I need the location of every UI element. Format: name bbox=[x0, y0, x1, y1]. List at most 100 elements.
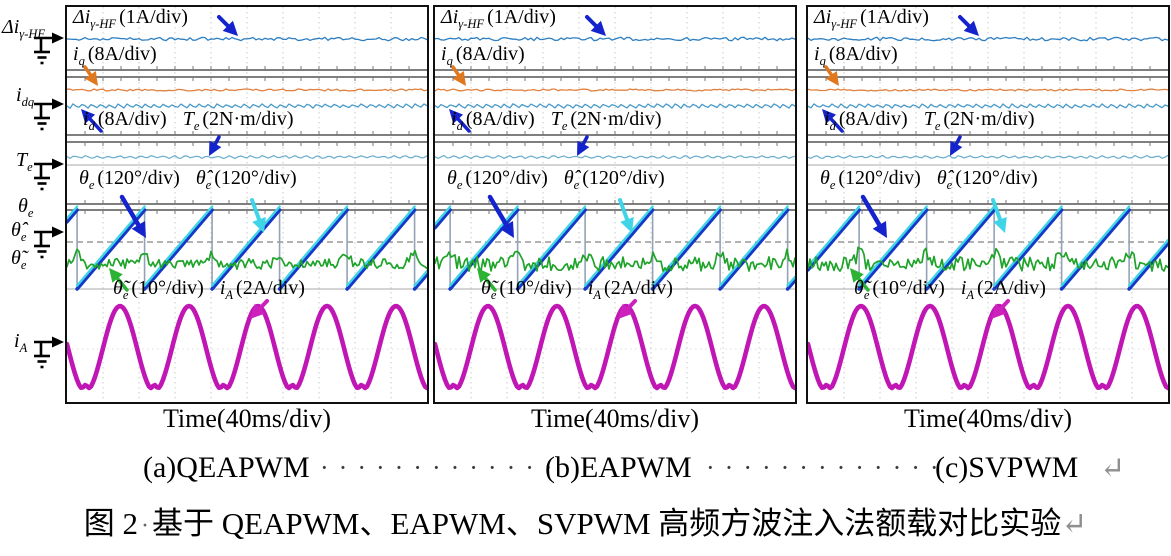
trace-sub: e bbox=[573, 178, 580, 192]
axis-label-theta-e-hat: θ̂e bbox=[11, 219, 27, 244]
trace-theta-e bbox=[992, 208, 1064, 291]
trace-scale: (8A/div) bbox=[828, 43, 898, 65]
i-d-arrow bbox=[449, 109, 471, 133]
i-A-arrow bbox=[991, 299, 1010, 319]
trace-sub: d bbox=[829, 119, 836, 133]
trace-theta-e bbox=[412, 272, 427, 291]
trace-label-i-q: iq (8A/div) bbox=[814, 43, 898, 68]
trace-theta-e-hat bbox=[925, 205, 996, 287]
axis-label-theta-e-tilde: θ̃e bbox=[11, 247, 26, 271]
trace-var: i bbox=[83, 108, 89, 130]
T-e-arrow bbox=[950, 135, 963, 156]
axis-sub: e bbox=[27, 206, 34, 220]
trace-sub: e bbox=[946, 178, 953, 192]
axis-label-i-dq: idq bbox=[16, 84, 34, 108]
theta-e-arrow bbox=[860, 194, 887, 238]
T-e-arrow bbox=[209, 135, 222, 156]
trace-scale: (2N·m/div) bbox=[202, 108, 294, 130]
waveform-canvas bbox=[808, 7, 1168, 402]
theta-e-arrow bbox=[119, 194, 146, 238]
axis-sub: e bbox=[20, 230, 27, 244]
trace-sub: e bbox=[863, 288, 870, 302]
figure-caption: 图 2 ·基于 QEAPWM、EAPWM、SVPWM 高频方波注入法额载对比实验↵ bbox=[0, 498, 1171, 543]
trace-var: Δi bbox=[814, 6, 832, 28]
trace-theta-e bbox=[785, 278, 795, 291]
trace-theta-e bbox=[210, 208, 282, 291]
trace-scale: (1A/div) bbox=[860, 6, 929, 28]
trace-sub: A bbox=[593, 288, 602, 302]
trace-theta-e bbox=[857, 208, 929, 291]
trace-sub: A bbox=[225, 288, 234, 302]
trace-var: i bbox=[451, 108, 457, 130]
trace-theta-e bbox=[75, 208, 147, 291]
line-break-mark: ↵ bbox=[1100, 452, 1126, 485]
trace-scale: (120°/div) bbox=[214, 167, 297, 189]
trace-scale: (120°/div) bbox=[955, 167, 1038, 189]
trace-theta-e bbox=[435, 208, 452, 230]
axis-sub: e bbox=[27, 160, 33, 174]
trace-label-theta-e-hat: θ̂e (120°/div) bbox=[937, 167, 1038, 192]
trace-theta-e-hat bbox=[210, 205, 281, 287]
ground-symbol-icon bbox=[34, 158, 64, 191]
trace-sub: d bbox=[88, 119, 95, 133]
trace-label-i-d: id (8A/div) bbox=[451, 108, 535, 133]
trace-label-tilde-iA: θ̃e (10°/div) iA (2A/div) bbox=[113, 277, 305, 302]
theta-e-tilde-arrow bbox=[477, 268, 497, 292]
axis-var: Δi bbox=[2, 16, 20, 38]
trace-i-A bbox=[67, 303, 427, 391]
trace-T-e bbox=[435, 154, 795, 160]
trace-T-e bbox=[808, 154, 1168, 159]
trace-scale: (1A/div) bbox=[119, 6, 188, 28]
axis-var: T bbox=[16, 149, 28, 171]
trace-label-i-q: iq (8A/div) bbox=[73, 44, 157, 68]
trace-label-theta-pair: θe (120°/div) θ̂e (120°/div) bbox=[79, 167, 297, 192]
trace-label-theta-e: θe (120°/div) bbox=[447, 167, 548, 192]
ground-symbol-icon bbox=[34, 32, 64, 65]
trace-label-theta-e: θe (120°/div) bbox=[79, 168, 180, 192]
trace-label-i-A: iA (2A/div) bbox=[960, 277, 1046, 302]
trace-scale: (8A/div) bbox=[455, 43, 525, 65]
trace-label-i-d-T-e: id (8A/div) Te (2N·m/div) bbox=[824, 108, 1035, 133]
delta-i-arrow bbox=[217, 15, 238, 36]
trace-sub: q bbox=[446, 54, 453, 68]
trace-theta-e-hat bbox=[992, 205, 1063, 287]
trace-T-e bbox=[67, 155, 427, 159]
trace-scale: (8A/div) bbox=[838, 108, 908, 130]
trace-theta-e-hat bbox=[278, 205, 349, 287]
trace-theta-e-hat bbox=[651, 205, 722, 287]
trace-i-q bbox=[435, 88, 795, 92]
scope-panel-qeapwm: Δiγ-HF (1A/div) iq (8A/div) id (8A/div) Te (2… bbox=[65, 5, 429, 433]
trace-sub: q bbox=[819, 54, 826, 68]
trace-var: θ bbox=[447, 167, 457, 189]
trace-theta-e bbox=[583, 208, 655, 291]
scope-panel-svpwm: Δiγ-HF (1A/div) iq (8A/div) id (8A/div) Te (2… bbox=[806, 5, 1170, 433]
trace-label-theta-e-hat: θ̂e (120°/div) bbox=[196, 167, 297, 192]
i-d-arrow bbox=[822, 109, 844, 133]
trace-sub: γ-HF bbox=[458, 17, 485, 31]
trace-scale: (2N·m/div) bbox=[943, 108, 1035, 130]
trace-i-d bbox=[808, 103, 1168, 109]
time-axis-label: Time(40ms/div) bbox=[162, 404, 332, 433]
trace-scale: (10°/div) bbox=[131, 277, 204, 299]
trace-scale: (8A/div) bbox=[465, 108, 535, 130]
waveform-canvas bbox=[435, 7, 795, 402]
trace-var: i bbox=[587, 277, 594, 299]
trace-i-d bbox=[67, 103, 427, 109]
waveform-canvas bbox=[67, 7, 427, 402]
trace-var: Δi bbox=[73, 6, 91, 28]
trace-var: i bbox=[960, 277, 967, 299]
i-A-arrow bbox=[250, 299, 269, 319]
theta-e-tilde-arrow bbox=[109, 268, 129, 292]
trace-sub: e bbox=[122, 288, 129, 302]
axis-sub: A bbox=[19, 341, 28, 355]
trace-sub: e bbox=[561, 119, 568, 133]
scope-panel-eapwm: Δiγ-HF (1A/div) iq (8A/div) id (8A/div) Te (2… bbox=[433, 5, 797, 433]
trace-var: θ̃ bbox=[854, 277, 864, 299]
trace-theta-e-hat bbox=[448, 205, 519, 287]
trace-sub: e bbox=[934, 119, 941, 133]
theta-e-arrow bbox=[487, 194, 514, 238]
axis-var: θ̃ bbox=[11, 247, 21, 269]
theta-e-hat-arrow bbox=[618, 198, 634, 233]
trace-theta-e bbox=[67, 208, 79, 224]
trace-var: Δi bbox=[441, 6, 459, 28]
